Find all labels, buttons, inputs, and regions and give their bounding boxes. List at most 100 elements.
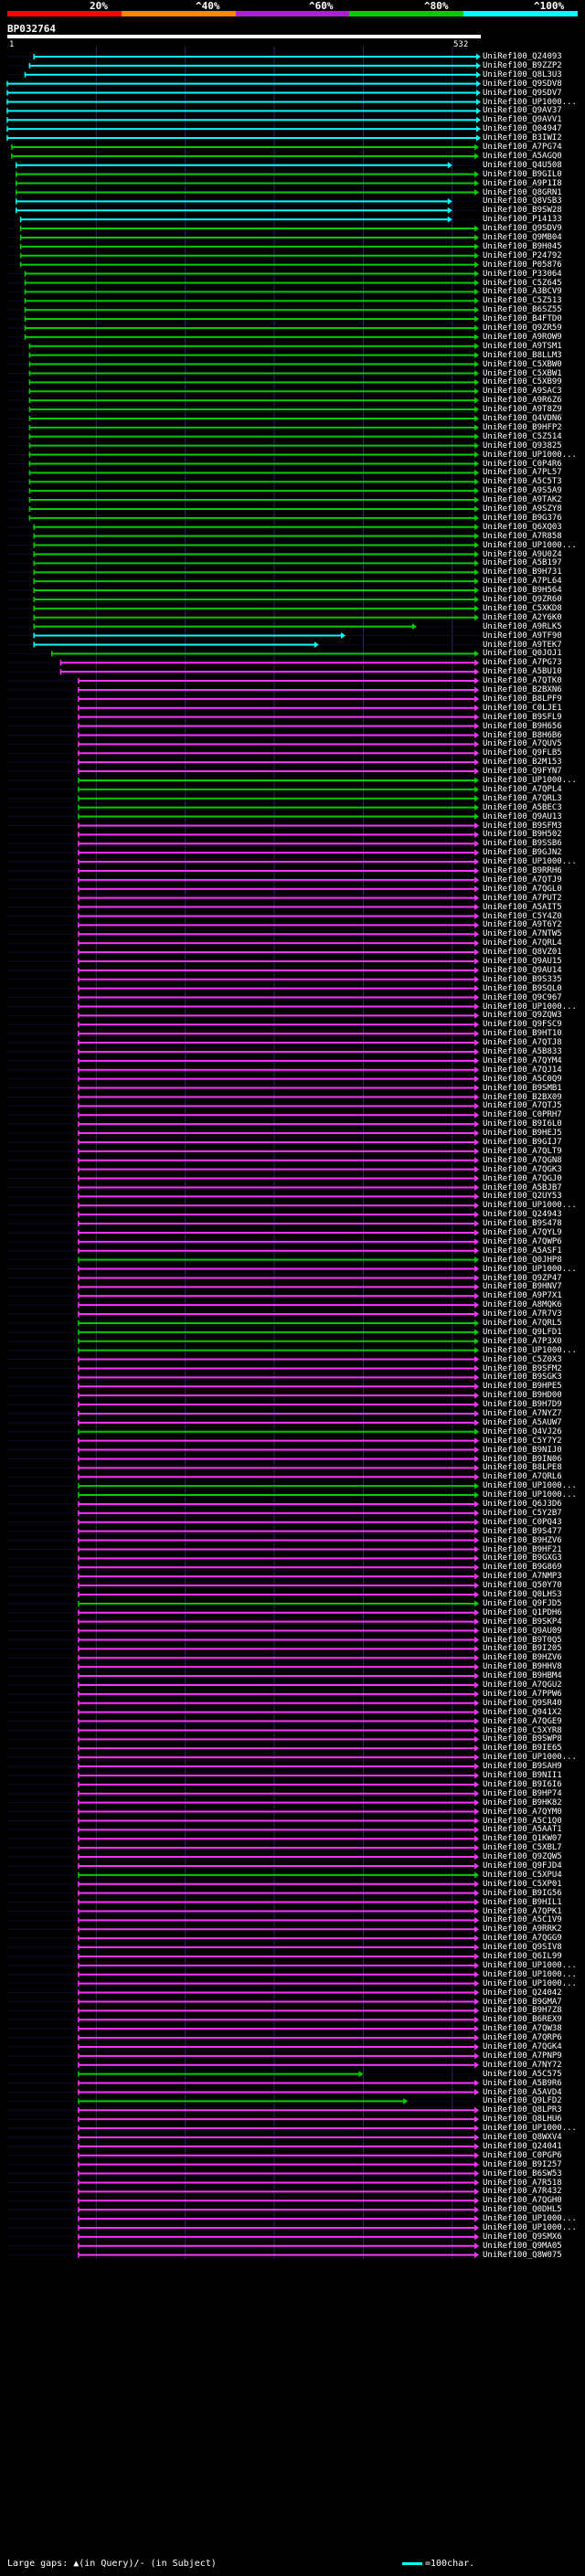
hit-bar[interactable] <box>78 1473 480 1480</box>
hit-label[interactable]: UniRef100_UP1000... <box>483 540 577 550</box>
hit-label[interactable]: UniRef100_B9SAH9 <box>483 1762 562 1772</box>
hit-label[interactable]: UniRef100_Q8W075 <box>483 2250 562 2260</box>
hit-label[interactable]: UniRef100_B9I257 <box>483 2159 562 2169</box>
hit-bar[interactable] <box>78 1455 480 1462</box>
hit-bar[interactable] <box>78 2080 480 2087</box>
hit-bar[interactable] <box>78 1925 480 1933</box>
hit-bar[interactable] <box>78 1826 480 1833</box>
hit-label[interactable]: UniRef100_A5BEC3 <box>483 802 562 812</box>
hit-bar[interactable] <box>78 1238 480 1246</box>
hit-bar[interactable] <box>78 2152 480 2159</box>
hit-label[interactable]: UniRef100_A7QPL4 <box>483 784 562 794</box>
hit-bar[interactable] <box>78 1373 480 1381</box>
hit-bar[interactable] <box>78 2115 480 2123</box>
hit-bar[interactable] <box>78 804 480 811</box>
hit-bar[interactable] <box>78 1310 480 1318</box>
hit-bar[interactable] <box>78 1274 480 1281</box>
hit-bar[interactable] <box>78 831 480 838</box>
hit-bar[interactable] <box>78 2188 480 2195</box>
hit-label[interactable]: UniRef100_A9S5A9 <box>483 486 562 496</box>
hit-bar[interactable] <box>78 895 480 902</box>
hit-label[interactable]: UniRef100_B9NII1 <box>483 1771 562 1780</box>
hit-bar[interactable] <box>28 352 480 359</box>
hit-label[interactable]: UniRef100_A9T8Z9 <box>483 405 562 415</box>
hit-label[interactable]: UniRef100_C5Z513 <box>483 296 562 306</box>
hit-label[interactable]: UniRef100_A7R858 <box>483 531 562 541</box>
hit-bar[interactable] <box>78 1085 480 1092</box>
hit-label[interactable]: UniRef100_Q04947 <box>483 124 562 134</box>
hit-bar[interactable] <box>28 469 480 476</box>
hit-label[interactable]: UniRef100_C0PGP6 <box>483 2150 562 2160</box>
hit-label[interactable]: UniRef100_B6SW53 <box>483 2168 562 2178</box>
hit-bar[interactable] <box>78 2097 409 2104</box>
hit-bar[interactable] <box>6 90 481 97</box>
hit-label[interactable]: UniRef100_A5AIT5 <box>483 902 562 912</box>
hit-label[interactable]: UniRef100_B6SZ55 <box>483 305 562 315</box>
hit-label[interactable]: UniRef100_B9HF21 <box>483 1544 562 1554</box>
hit-label[interactable]: UniRef100_UP1000... <box>483 1960 577 1970</box>
hit-bar[interactable] <box>78 1609 480 1617</box>
hit-label[interactable]: UniRef100_B9H564 <box>483 586 562 596</box>
hit-bar[interactable] <box>78 939 480 947</box>
hit-label[interactable]: UniRef100_C5XYR8 <box>483 1725 562 1735</box>
hit-bar[interactable] <box>78 1057 480 1065</box>
hit-label[interactable]: UniRef100_A7NTW5 <box>483 929 562 939</box>
hit-bar[interactable] <box>78 1709 480 1716</box>
hit-label[interactable]: UniRef100_A5C1V9 <box>483 1915 562 1925</box>
hit-bar[interactable] <box>78 1781 480 1788</box>
hit-bar[interactable] <box>78 1030 480 1037</box>
hit-bar[interactable] <box>28 505 480 513</box>
hit-label[interactable]: UniRef100_B9SFM2 <box>483 1363 562 1373</box>
hit-label[interactable]: UniRef100_B9H7D9 <box>483 1400 562 1410</box>
hit-label[interactable]: UniRef100_A7QTJ8 <box>483 1038 562 1048</box>
hit-bar[interactable] <box>33 578 480 585</box>
hit-label[interactable]: UniRef100_Q9LFD2 <box>483 2096 562 2106</box>
hit-bar[interactable] <box>78 1853 480 1860</box>
hit-label[interactable]: UniRef100_A7QRL3 <box>483 793 562 803</box>
hit-label[interactable]: UniRef100_A7QYL9 <box>483 1228 562 1237</box>
hit-bar[interactable] <box>78 1283 480 1290</box>
hit-bar[interactable] <box>78 1980 480 1988</box>
hit-label[interactable]: UniRef100_A9ROW9 <box>483 332 562 342</box>
hit-bar[interactable] <box>78 768 480 775</box>
hit-bar[interactable] <box>19 216 452 223</box>
hit-bar[interactable] <box>33 524 480 531</box>
hit-label[interactable]: UniRef100_B4FTD0 <box>483 314 562 324</box>
hit-bar[interactable] <box>78 2161 480 2168</box>
hit-bar[interactable] <box>78 2206 480 2213</box>
hit-label[interactable]: UniRef100_C5XBW1 <box>483 368 562 378</box>
hit-label[interactable]: UniRef100_A2Y6K0 <box>483 612 562 622</box>
hit-label[interactable]: UniRef100_Q8WXV4 <box>483 2133 562 2142</box>
hit-bar[interactable] <box>33 605 480 612</box>
hit-bar[interactable] <box>11 153 480 160</box>
hit-label[interactable]: UniRef100_A5B833 <box>483 1047 562 1056</box>
hit-bar[interactable] <box>28 496 480 504</box>
hit-label[interactable]: UniRef100_B9I6L0 <box>483 1119 562 1129</box>
hit-label[interactable]: UniRef100_Q9SMX6 <box>483 2231 562 2242</box>
hit-label[interactable]: UniRef100_A7QTJ9 <box>483 875 562 885</box>
hit-bar[interactable] <box>78 2197 480 2204</box>
hit-bar[interactable] <box>78 885 480 893</box>
hit-bar[interactable] <box>78 1292 480 1299</box>
hit-label[interactable]: UniRef100_A5BJB7 <box>483 1182 562 1193</box>
hit-label[interactable]: UniRef100_A7QGH0 <box>483 2196 562 2206</box>
hit-bar[interactable] <box>33 623 417 631</box>
hit-label[interactable]: UniRef100_A7NYZ7 <box>483 1409 562 1418</box>
hit-label[interactable]: UniRef100_UP1000... <box>483 1264 577 1274</box>
hit-label[interactable]: UniRef100_C5XKD8 <box>483 603 562 613</box>
hit-label[interactable]: UniRef100_B9SW28 <box>483 206 562 216</box>
hit-label[interactable]: UniRef100_A7P3X0 <box>483 1336 562 1346</box>
hit-bar[interactable] <box>78 1545 480 1553</box>
hit-label[interactable]: UniRef100_Q8LPR3 <box>483 2105 562 2115</box>
hit-label[interactable]: UniRef100_Q9AU15 <box>483 957 562 966</box>
hit-bar[interactable] <box>78 1329 480 1336</box>
hit-bar[interactable] <box>78 1953 480 1960</box>
hit-label[interactable]: UniRef100_Q9ZP47 <box>483 1273 562 1283</box>
hit-label[interactable]: UniRef100_Q24042 <box>483 1988 562 1998</box>
hit-label[interactable]: UniRef100_C5Z514 <box>483 431 562 441</box>
hit-label[interactable]: UniRef100_Q2UY53 <box>483 1192 562 1202</box>
hit-label[interactable]: UniRef100_A9TAK2 <box>483 495 562 505</box>
hit-bar[interactable] <box>78 2062 480 2069</box>
hit-label[interactable]: UniRef100_Q0JOJ1 <box>483 649 562 659</box>
hit-label[interactable]: UniRef100_Q50Y70 <box>483 1581 562 1591</box>
